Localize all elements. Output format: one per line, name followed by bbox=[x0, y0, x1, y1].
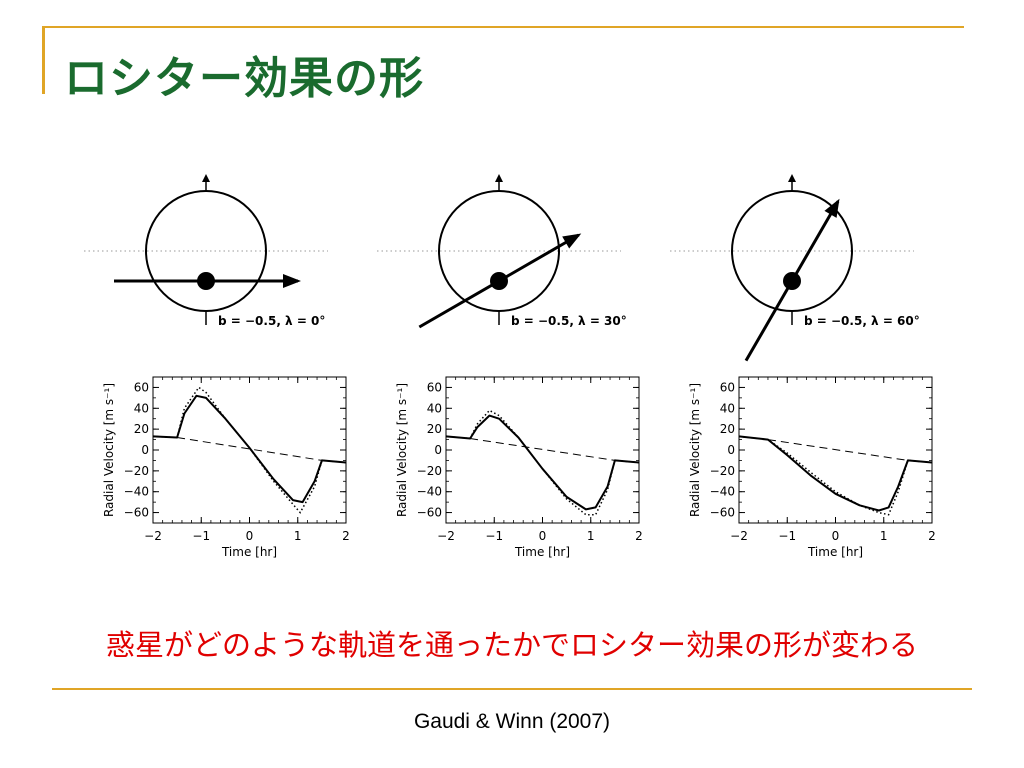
x-tick-label: −2 bbox=[730, 529, 748, 543]
x-tick-label: −1 bbox=[778, 529, 796, 543]
series-line-dashed bbox=[470, 438, 615, 461]
y-tick-label: 0 bbox=[727, 443, 735, 457]
trajectory-arrowhead bbox=[283, 274, 301, 288]
y-tick-label: 60 bbox=[134, 380, 149, 394]
y-tick-label: 20 bbox=[720, 422, 735, 436]
transit-diagram-3: b = −0.5, λ = 60° bbox=[670, 174, 920, 362]
trajectory-arrowhead bbox=[562, 233, 582, 249]
y-tick-label: −40 bbox=[417, 485, 442, 499]
diagram-parameter-label: b = −0.5, λ = 60° bbox=[804, 314, 920, 328]
spin-axis-arrowhead bbox=[202, 174, 210, 182]
planet-disk bbox=[490, 272, 508, 290]
rv-chart-3: −2 −1 0 1 2 60 40 20 0 −20 −40 −60 Time [hr] Radial V… bbox=[688, 376, 936, 559]
y-tick-label: 20 bbox=[427, 422, 442, 436]
series-line-solid bbox=[738, 435, 933, 512]
x-tick-label: 0 bbox=[246, 529, 254, 543]
series-line-dashed bbox=[767, 439, 908, 461]
bottom-accent-rule bbox=[52, 688, 972, 690]
slide-title: ロシター効果の形 bbox=[64, 53, 424, 104]
x-axis-label: Time [hr] bbox=[221, 545, 277, 559]
y-tick-label: 0 bbox=[141, 443, 149, 457]
x-tick-label: −2 bbox=[437, 529, 455, 543]
transit-diagram-2: b = −0.5, λ = 30° bbox=[377, 174, 627, 329]
rv-chart-1: −2 −1 0 1 2 60 40 20 0 −20 −40 −60 Time [hr] Radial V… bbox=[102, 376, 350, 559]
transit-diagram-1: b = −0.5, λ = 0° bbox=[84, 174, 328, 328]
x-tick-label: −1 bbox=[192, 529, 210, 543]
y-tick-label: 20 bbox=[134, 422, 149, 436]
x-tick-label: 1 bbox=[880, 529, 888, 543]
x-tick-label: 0 bbox=[832, 529, 840, 543]
y-tick-label: −20 bbox=[710, 464, 735, 478]
planet-disk bbox=[783, 272, 801, 290]
y-tick-label: −40 bbox=[124, 485, 149, 499]
y-tick-label: 60 bbox=[427, 380, 442, 394]
x-tick-label: 0 bbox=[539, 529, 547, 543]
series-line-solid bbox=[445, 414, 640, 511]
diagram-parameter-label: b = −0.5, λ = 0° bbox=[218, 314, 325, 328]
slide-caption: 惑星がどのような軌道を通ったかでロシター効果の形が変わる bbox=[105, 628, 918, 662]
y-tick-label: −60 bbox=[124, 506, 149, 520]
y-tick-label: 40 bbox=[134, 401, 149, 415]
x-tick-label: 2 bbox=[928, 529, 936, 543]
top-accent-rule bbox=[42, 26, 964, 28]
y-tick-label: −60 bbox=[417, 506, 442, 520]
spin-axis-arrowhead bbox=[495, 174, 503, 182]
y-tick-label: −20 bbox=[417, 464, 442, 478]
diagram-parameter-label: b = −0.5, λ = 30° bbox=[511, 314, 627, 328]
y-tick-label: −60 bbox=[710, 506, 735, 520]
x-axis-label: Time [hr] bbox=[514, 545, 570, 559]
y-axis-label: Radial Velocity [m s⁻¹] bbox=[688, 383, 702, 517]
x-tick-label: 2 bbox=[635, 529, 643, 543]
title-accent-bar bbox=[42, 26, 45, 94]
y-axis-label: Radial Velocity [m s⁻¹] bbox=[395, 383, 409, 517]
figure: b = −0.5, λ = 0° b = −0.5, λ = 30° b = −0.… bbox=[84, 174, 936, 559]
x-tick-label: 1 bbox=[587, 529, 595, 543]
spin-axis-arrowhead bbox=[788, 174, 796, 182]
series-line-solid bbox=[152, 394, 347, 504]
y-tick-label: −40 bbox=[710, 485, 735, 499]
series-line-dashed bbox=[177, 437, 322, 461]
x-tick-label: 1 bbox=[294, 529, 302, 543]
y-tick-label: 0 bbox=[434, 443, 442, 457]
x-tick-label: −2 bbox=[144, 529, 162, 543]
x-tick-label: −1 bbox=[485, 529, 503, 543]
y-tick-label: 40 bbox=[427, 401, 442, 415]
planet-disk bbox=[197, 272, 215, 290]
trajectory-arrowhead bbox=[824, 198, 840, 218]
plot-frame bbox=[445, 376, 640, 524]
y-axis-label: Radial Velocity [m s⁻¹] bbox=[102, 383, 116, 517]
y-tick-label: 60 bbox=[720, 380, 735, 394]
series-line-dotted bbox=[738, 435, 933, 516]
series-line-dotted bbox=[445, 409, 640, 516]
citation: Gaudi & Winn (2007) bbox=[413, 710, 611, 733]
y-tick-label: −20 bbox=[124, 464, 149, 478]
x-tick-label: 2 bbox=[342, 529, 350, 543]
series-line-dotted bbox=[152, 386, 347, 514]
y-tick-label: 40 bbox=[720, 401, 735, 415]
rv-chart-2: −2 −1 0 1 2 60 40 20 0 −20 −40 −60 Time [hr] Radial V… bbox=[395, 376, 643, 559]
plot-frame bbox=[152, 376, 347, 524]
x-axis-label: Time [hr] bbox=[807, 545, 863, 559]
